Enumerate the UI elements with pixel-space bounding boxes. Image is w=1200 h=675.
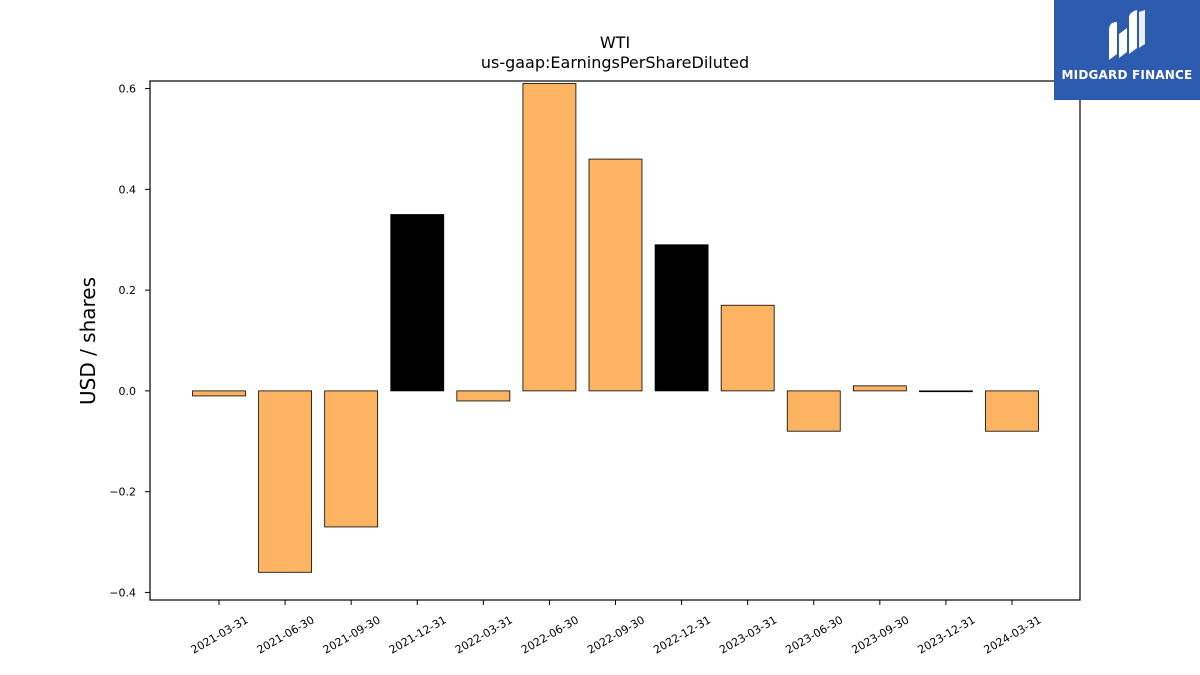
y-ticks-group: −0.4 −0.2 0.0 0.2 0.4 0.6 [109, 83, 150, 599]
bar-2022-06-30 [522, 83, 577, 392]
y-tick-label: 0.6 [119, 83, 137, 96]
x-tick-label: 2022-12-31 [651, 613, 713, 656]
y-tick-label: 0.0 [119, 385, 137, 398]
y-tick-label: −0.4 [109, 586, 136, 599]
x-tick-label: 2021-06-30 [255, 613, 317, 656]
bar-2024-03-31 [985, 390, 1039, 432]
x-tick-label: 2024-03-31 [982, 613, 1044, 656]
bar-2023-09-30 [852, 385, 907, 392]
y-tick-label: −0.2 [109, 486, 136, 499]
midgard-logo-icon [1109, 10, 1145, 60]
y-axis-label: USD / shares [76, 277, 100, 405]
bars-group [192, 83, 1039, 573]
chart-subtitle: us-gaap:EarningsPerShareDiluted [481, 53, 749, 72]
x-tick-label: 2022-03-31 [453, 613, 515, 656]
bar-2021-06-30 [258, 390, 312, 573]
y-tick-label: 0.4 [119, 183, 137, 196]
bar-2021-12-31 [390, 214, 445, 392]
x-tick-label: 2023-06-30 [783, 613, 845, 656]
bar-2021-09-30 [324, 390, 379, 528]
midgard-finance-logo: MIDGARD FINANCE [1054, 0, 1200, 100]
bar-2022-12-31 [654, 244, 709, 392]
x-tick-label: 2021-12-31 [387, 613, 449, 656]
bar-2023-12-31 [919, 390, 973, 393]
x-tick-label: 2022-06-30 [519, 613, 581, 656]
bar-2023-06-30 [786, 390, 841, 432]
x-tick-label: 2022-09-30 [585, 613, 647, 656]
x-ticks-group: 2021-03-31 2021-06-30 2021-09-30 2021-12-31… [189, 600, 1044, 657]
bar-2022-03-31 [456, 390, 511, 402]
logo-text: MIDGARD FINANCE [1061, 68, 1193, 82]
x-tick-label: 2023-03-31 [717, 613, 779, 656]
bar-2022-09-30 [588, 158, 643, 392]
x-tick-label: 2023-12-31 [916, 613, 978, 656]
chart-title: WTI [600, 33, 630, 52]
x-tick-label: 2021-03-31 [189, 613, 251, 656]
bar-2023-03-31 [720, 304, 775, 392]
x-tick-label: 2021-09-30 [321, 613, 383, 656]
bar-2021-03-31 [192, 390, 246, 397]
y-tick-label: 0.2 [119, 284, 137, 297]
plot-frame [149, 80, 1081, 601]
x-tick-label: 2023-09-30 [849, 613, 911, 656]
